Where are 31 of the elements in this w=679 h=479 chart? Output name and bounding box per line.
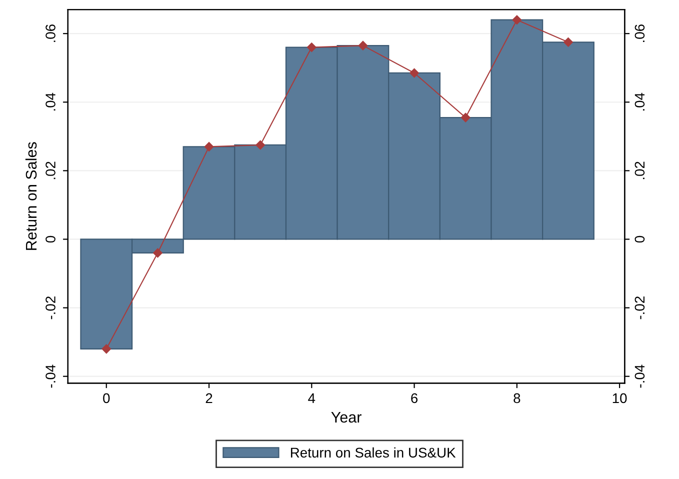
y-tick-label: -.04 (46, 364, 56, 388)
y-tick-label: -.02 (46, 296, 56, 320)
point (512, 15, 522, 24)
x-tick-label: 4 (308, 393, 316, 403)
legend-label: Return on Sales in US&UK (290, 447, 456, 458)
x-tick-label: 6 (411, 393, 418, 404)
y2-tick-label: .02 (634, 162, 645, 180)
x-tick-label: 0 (103, 393, 110, 404)
point (358, 40, 368, 50)
point (307, 42, 316, 52)
point (102, 344, 112, 354)
y-tick-label: .02 (46, 162, 56, 180)
x-tick-label: 2 (206, 393, 212, 403)
y-tick-label: .04 (46, 92, 56, 111)
point (410, 68, 419, 78)
point (460, 112, 470, 122)
x-tick-label: 10 (612, 393, 627, 404)
point (204, 142, 214, 152)
point (153, 248, 162, 258)
x-axis-title: Year (331, 412, 362, 423)
y2-tick-label: .06 (634, 24, 645, 42)
point (564, 38, 573, 47)
y2-tick-label: .04 (634, 92, 645, 111)
y2-tick-label: -.02 (634, 296, 645, 320)
y-tick-label: .06 (46, 24, 56, 42)
x-tick-label: 8 (514, 393, 520, 404)
y-tick-label: 0 (46, 236, 56, 243)
y2-tick-label: 0 (634, 236, 645, 243)
y-axis-title: Return on Sales (25, 142, 37, 250)
y2-tick-label: -.04 (634, 364, 645, 388)
point (256, 140, 265, 150)
